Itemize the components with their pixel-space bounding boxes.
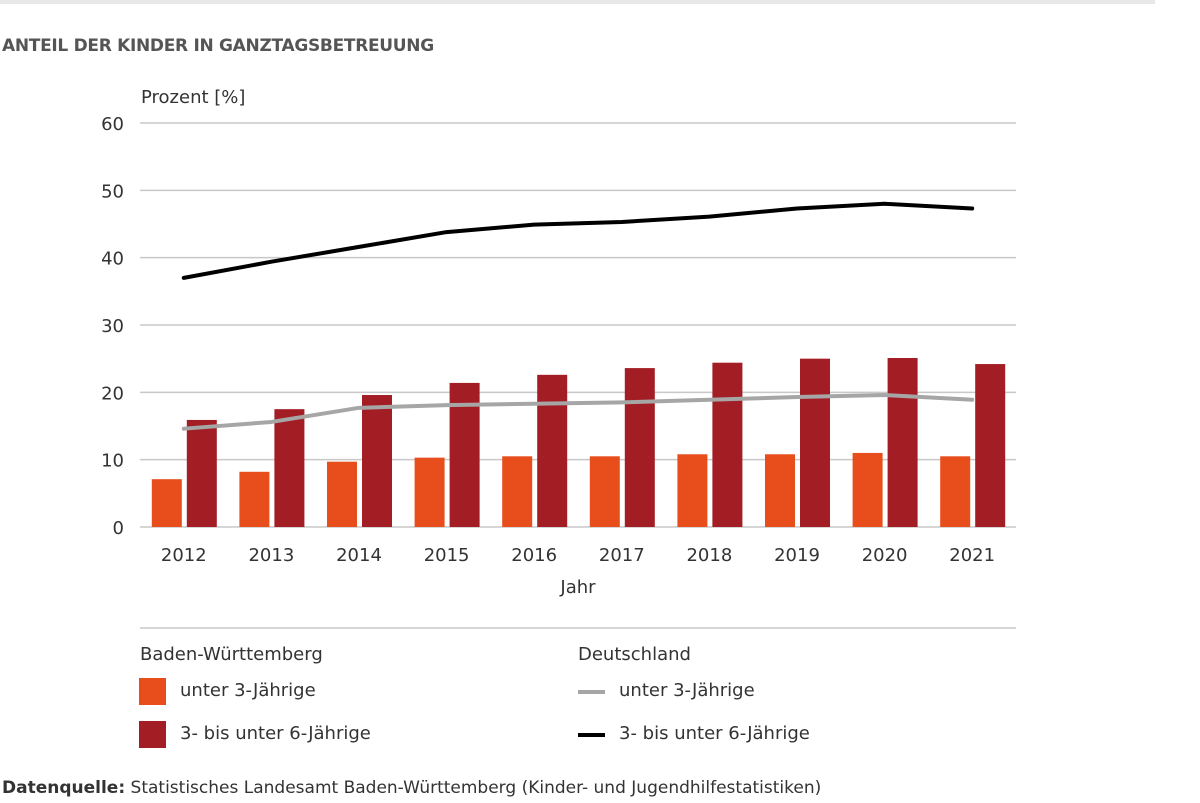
y-tick-label: 60 [101,114,124,135]
bar-bw-3to6-2017 [624,368,655,527]
bar-bw-u3-2021 [940,456,971,527]
y-tick-label: 40 [101,249,124,270]
legend-label-bw-3to6: 3- bis unter 6-Jährige [180,723,371,744]
x-tick-label: 2018 [686,545,732,566]
bar-bw-u3-2020 [852,452,883,527]
bar-bw-3to6-2021 [975,364,1006,527]
x-tick-label: 2012 [161,545,207,566]
y-tick-label: 50 [101,181,124,202]
bar-bw-u3-2019 [765,454,795,527]
legend-label-bw-u3: unter 3-Jährige [180,680,316,701]
legend-swatch-bw-3to6 [139,721,166,748]
legend-line-de-3to6 [578,733,605,737]
x-tick-label: 2017 [599,545,645,566]
y-tick-label: 30 [101,316,124,337]
bar-bw-3to6-2012 [186,419,217,527]
line-de-3to6 [181,201,975,280]
chart: 0 10 20 30 40 50 60 Prozent [%] 2012 2013 2014 2015… [101,87,1016,629]
bar-bw-3to6-2018 [712,362,743,527]
chart-title: ANTEIL DER KINDER IN GANZTAGSBETREUUNG [2,36,434,56]
legend-group-bw: Baden-Württemberg [140,644,323,665]
source-label: Datenquelle: [2,778,126,798]
bar-bw-3to6-2016 [537,374,568,527]
y-axis-label: Prozent [%] [141,87,245,108]
line-de-u3 [181,393,975,431]
legend-line-de-u3 [578,690,605,694]
y-tick-label: 0 [113,518,124,539]
y-tick-label: 20 [101,383,124,404]
bar-bw-u3-2016 [502,456,533,527]
bar-bw-3to6-2013 [274,409,305,527]
x-tick-label: 2019 [774,545,820,566]
legend-group-de: Deutschland [578,644,691,665]
x-tick-label: 2021 [949,545,995,566]
bar-bw-u3-2018 [677,454,708,527]
x-tick-label: 2014 [336,545,382,566]
x-tick-label: 2013 [248,545,294,566]
x-tick-label: 2016 [511,545,557,566]
bar-bw-3to6-2020 [887,357,918,527]
x-axis-label: Jahr [559,577,596,598]
x-tick-label: 2015 [424,545,470,566]
bar-bw-u3-2012 [151,479,182,527]
legend-label-de-3to6: 3- bis unter 6-Jährige [619,723,810,744]
bar-bw-u3-2017 [589,456,620,527]
bar-bw-u3-2013 [239,471,270,527]
legend-label-de-u3: unter 3-Jährige [619,680,755,701]
legend-swatch-bw-u3 [139,678,166,705]
top-bar [0,0,1155,4]
source-text: Statistisches Landesamt Baden-Württember… [125,778,822,798]
y-tick-label: 10 [101,451,124,472]
bar-bw-3to6-2014 [362,395,392,527]
bar-bw-u3-2014 [327,461,357,527]
source-note: Datenquelle: Statistisches Landesamt Bad… [2,778,821,798]
bar-bw-3to6-2019 [800,358,830,527]
bar-bw-u3-2015 [414,457,445,527]
x-tick-label: 2020 [862,545,908,566]
